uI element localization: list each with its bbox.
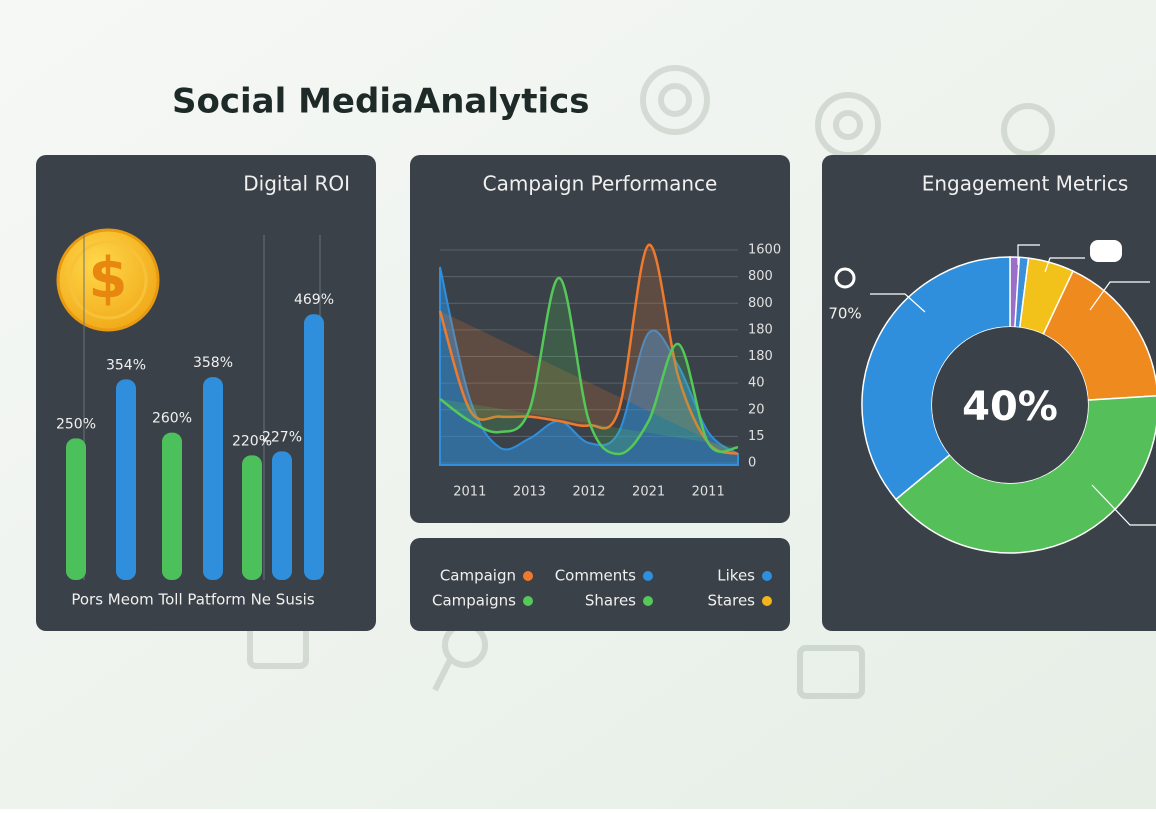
bar: [203, 377, 223, 580]
leader-line: [1091, 484, 1156, 526]
data-label: 469%: [294, 292, 334, 308]
center-label: 40%: [962, 384, 1058, 430]
data-label: 260%: [152, 411, 192, 427]
bar: [272, 451, 292, 580]
data-label: 227%: [262, 429, 302, 445]
leader-line: [870, 293, 926, 313]
panel-legend: [410, 538, 790, 631]
data-label: 358%: [193, 355, 233, 371]
x-axis-label: Pors Meom Toll Patform Ne Susis: [71, 591, 314, 609]
y-tick-label: 15: [748, 429, 765, 444]
bar: [304, 314, 324, 580]
x-tick-label: 2021: [632, 485, 665, 500]
y-tick-label: 180: [748, 349, 773, 364]
y-tick-label: 40: [748, 376, 765, 391]
y-tick-label: 1600: [748, 243, 781, 258]
panel-title: Digital ROI: [243, 172, 350, 196]
y-tick-label: 0: [748, 456, 756, 471]
bar: [116, 379, 136, 580]
legend-label: Campaigns: [432, 592, 516, 610]
donut-hole: [932, 327, 1088, 483]
legend-label: Shares: [585, 592, 636, 610]
legend-label: Likes: [717, 567, 755, 585]
panel-title: Engagement Metrics: [922, 172, 1129, 196]
decor-icons: [247, 65, 1055, 699]
svg-text:$: $: [89, 246, 128, 311]
leader-line: [1044, 257, 1085, 273]
x-tick-label: 2011: [692, 485, 725, 500]
legend-marker: [762, 596, 772, 606]
legend-marker: [762, 571, 772, 581]
legend-marker: [643, 596, 653, 606]
panel-title: Campaign Performance: [483, 172, 718, 196]
legend-marker: [523, 571, 533, 581]
legend-label: Stares: [708, 592, 756, 610]
line: [438, 243, 739, 456]
x-tick-label: 2013: [513, 485, 546, 500]
coin-icon: $: [56, 228, 160, 332]
data-label: 220%: [232, 433, 272, 449]
line: [439, 276, 739, 456]
x-tick-label: 2011: [453, 485, 486, 500]
y-tick-label: 20: [748, 402, 765, 417]
legend-label: Campaign: [440, 567, 516, 585]
y-tick-label: 180: [748, 322, 773, 337]
x-tick-label: 2012: [572, 485, 605, 500]
annotation: 70%: [828, 305, 861, 323]
bar: [242, 455, 262, 580]
y-tick-label: 800: [748, 296, 773, 311]
legend-label: Comments: [555, 567, 636, 585]
legend-marker: [643, 571, 653, 581]
page-title: Social MediaAnalytics: [172, 82, 590, 122]
data-label: 354%: [106, 357, 146, 373]
y-tick-label: 800: [748, 269, 773, 284]
leader-line: [1089, 281, 1150, 311]
bar: [66, 438, 86, 580]
leader-line: [1017, 244, 1040, 265]
data-label: 250%: [56, 416, 96, 432]
comment-icon: [1090, 240, 1122, 262]
legend-marker: [523, 596, 533, 606]
user-icon: [834, 267, 856, 289]
bar: [162, 432, 182, 580]
